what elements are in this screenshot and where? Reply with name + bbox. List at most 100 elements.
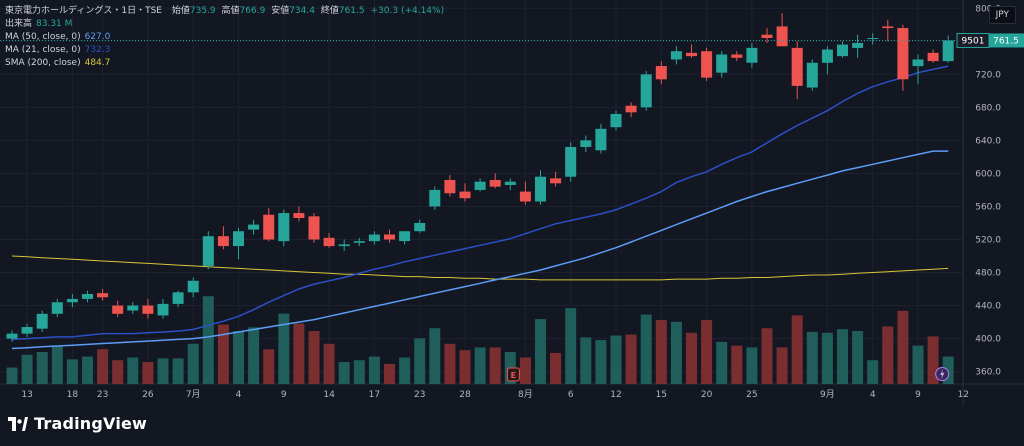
- volume-bar: [353, 360, 365, 384]
- candle-body: [384, 234, 395, 240]
- price-axis: 360.0 400.0 440.0 480.0 520.0 560.0 600.0 640.0…: [0, 4, 1024, 378]
- candle-body: [806, 62, 818, 88]
- time-tick-label: 9月: [820, 389, 835, 400]
- price-tag-bg: [989, 33, 1024, 48]
- volume-bar: [867, 360, 879, 384]
- volume-bar: [444, 343, 456, 384]
- candle-body: [535, 176, 546, 202]
- price-tick-label: 400.0: [975, 335, 1001, 345]
- candle-body: [51, 302, 63, 314]
- candle-body: [746, 47, 758, 63]
- legend-ma50-row[interactable]: MA (50, close, 0) 627.0: [5, 31, 444, 44]
- ma21-value: 732.3: [84, 45, 111, 55]
- volume-bar: [927, 336, 939, 384]
- candle-body: [550, 178, 562, 184]
- ma50-line: [11, 150, 949, 350]
- volume-bar: [519, 357, 531, 384]
- volume-bar: [429, 328, 441, 384]
- volume-bar: [882, 326, 894, 384]
- volume-bar: [791, 315, 803, 384]
- candle-body: [444, 180, 456, 194]
- currency-button[interactable]: JPY: [988, 6, 1016, 24]
- candle-body: [293, 213, 305, 219]
- candle-body: [172, 292, 184, 304]
- candle-body: [323, 237, 335, 247]
- price-tick-label: 720.0: [975, 70, 1001, 80]
- close-value: 761.5: [338, 6, 365, 16]
- time-tick-label: 8月: [518, 389, 533, 400]
- candle-body: [565, 146, 577, 177]
- candle-body: [852, 42, 864, 48]
- volume-bar: [112, 360, 124, 384]
- candle-body: [625, 105, 637, 113]
- candle-body: [308, 216, 320, 240]
- chart-svg[interactable]: 360.0 400.0 440.0 480.0 520.0 560.0 600.0 640.0…: [0, 0, 1024, 406]
- volume-bar: [66, 359, 78, 384]
- candle-body: [474, 181, 486, 190]
- tradingview-logo[interactable]: TradingView: [8, 414, 147, 433]
- volume-bar: [686, 332, 697, 384]
- legend-ma21-row[interactable]: MA (21, close, 0) 732.3: [5, 44, 444, 57]
- volume-bar: [459, 350, 471, 384]
- volume-bar: [323, 343, 335, 384]
- volume-bar: [248, 327, 260, 384]
- candle-body: [580, 140, 592, 147]
- volume-bar: [852, 330, 864, 384]
- candle-body: [640, 74, 652, 108]
- candle-body: [429, 189, 441, 207]
- volume-bar: [97, 349, 109, 384]
- volume-bar: [550, 352, 562, 384]
- low-value: 734.4: [289, 6, 315, 16]
- sma200-line: [11, 255, 949, 281]
- price-tick-label: 680.0: [975, 103, 1001, 113]
- time-tick-label: 12: [958, 390, 969, 400]
- volume-bar: [414, 338, 426, 384]
- candle-body: [278, 213, 290, 242]
- ma50-value: 627.0: [84, 32, 111, 42]
- volume-bar: [942, 356, 954, 384]
- volume-bar: [806, 331, 818, 384]
- low-label: 安値: [271, 6, 290, 16]
- volume-bar: [36, 352, 48, 384]
- lightning-icon-glyph: [940, 369, 945, 379]
- brand-name: TradingView: [34, 414, 148, 433]
- candle-body: [595, 128, 607, 151]
- candle-body: [21, 327, 33, 334]
- candle-body: [414, 222, 426, 232]
- symbol-tag: 9501: [962, 36, 985, 46]
- candle-body: [127, 305, 139, 311]
- volume-bar: [716, 341, 728, 384]
- candle-body: [912, 59, 924, 67]
- volume-bar: [625, 334, 637, 384]
- time-axis: 13 18 23 26 7月 4 9 14 17 23 28 8月 6 12 15 20 25 9月 4 9 12: [21, 389, 969, 400]
- change-value: +30.3 (+4.14%): [370, 6, 445, 16]
- candle-body: [399, 231, 411, 242]
- ma50-label: MA (50, close, 0): [5, 32, 81, 42]
- time-tick-label: 23: [97, 390, 108, 400]
- time-tick-label: 18: [67, 390, 79, 400]
- legend-title: 東京電力ホールディングス・1日・TSE: [5, 6, 162, 16]
- volume-bar: [761, 328, 773, 384]
- legend-volume-row[interactable]: 出来高 83.31 M: [5, 18, 444, 31]
- candle-body: [202, 236, 214, 266]
- volume-bar: [640, 314, 652, 384]
- candle-body: [686, 52, 697, 57]
- ma21-line: [11, 65, 949, 341]
- candle-body: [867, 37, 879, 39]
- candle-body: [112, 305, 124, 314]
- sma200-value: 484.7: [84, 58, 111, 68]
- candle-body: [142, 305, 154, 314]
- legend-sma200-row[interactable]: SMA (200, close) 484.7: [5, 57, 444, 70]
- volume-bar: [217, 324, 229, 384]
- price-tick-label: 480.0: [975, 269, 1001, 279]
- time-tick-label: 15: [656, 390, 667, 400]
- volume-bar: [172, 358, 184, 384]
- time-tick-label: 6: [568, 390, 574, 400]
- volume-bar: [474, 347, 486, 384]
- price-tick-label: 360.0: [975, 368, 1001, 378]
- candle-body: [36, 313, 48, 329]
- close-label: 終値: [320, 6, 339, 16]
- candle-body: [157, 303, 169, 316]
- candle-body: [761, 34, 773, 38]
